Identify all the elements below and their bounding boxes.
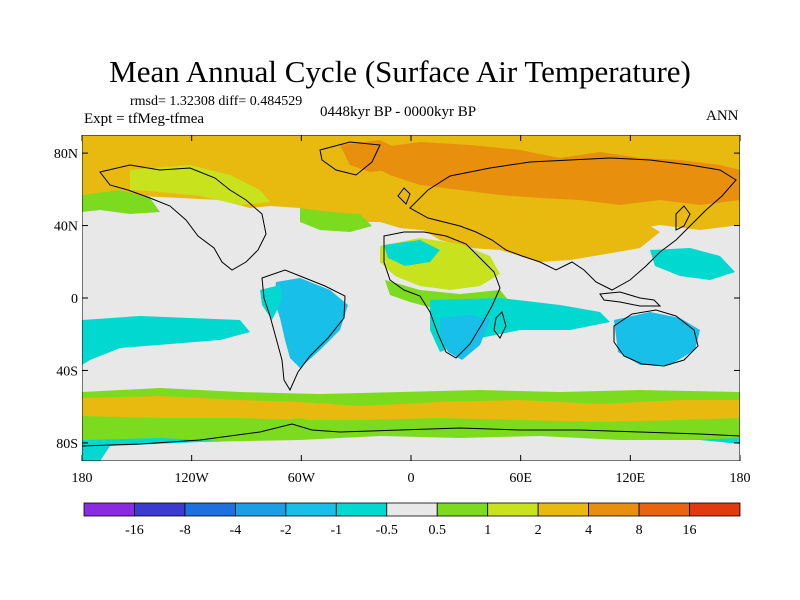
colorbar-swatch (83, 502, 135, 517)
colorbar-swatch (487, 502, 539, 517)
warm-region-eurasia (420, 200, 660, 262)
rmsd-label: rmsd= (130, 94, 166, 109)
colorbar-label: -1 (330, 523, 342, 538)
colorbar-label: 2 (535, 523, 542, 538)
colorbar-label: -4 (230, 523, 242, 538)
colorbar-label: 8 (636, 523, 643, 538)
lon-tick-label: 120W (175, 471, 210, 486)
warm-region-north-pacific (82, 190, 160, 214)
warm-region-north-atlantic (300, 208, 372, 232)
colorbar: -16 -8 -4 -2 -1 -0.5 0.5 1 2 4 8 16 (83, 502, 741, 538)
warm-region-antarctic-peninsula (270, 418, 330, 436)
warm-region-siberia (360, 142, 740, 205)
coastline-australia (613, 309, 699, 367)
colorbar-label: 4 (585, 523, 592, 538)
diff-value: 0.484529 (249, 94, 303, 109)
cool-region-australia (614, 312, 700, 365)
coastlines (82, 141, 740, 447)
coastline-north-america (99, 164, 267, 271)
coastline-madagascar (493, 311, 507, 339)
coastline-greenland (319, 141, 381, 176)
diff-label: diff= (218, 94, 247, 109)
experiment-label: Expt = tfMeg-tfmea (84, 111, 205, 127)
colorbar-swatch (234, 502, 287, 517)
colorbar-label: -2 (280, 523, 292, 538)
season-label: ANN (706, 108, 739, 124)
cool-region-south-atlantic (260, 285, 282, 320)
colorbar-swatch (386, 502, 438, 517)
cool-region-south-america (274, 278, 348, 368)
colorbar-swatch (436, 502, 489, 517)
coastline-indonesia (599, 291, 662, 307)
lat-tick-label: 80S (56, 437, 78, 452)
colorbar-swatch (638, 502, 690, 517)
colorbar-swatch (285, 502, 337, 517)
lat-tick-label: 0 (71, 292, 78, 307)
colorbar-label: -8 (179, 523, 191, 538)
cool-region-tropical-atlantic (384, 240, 440, 266)
colorbar-swatch (184, 502, 236, 517)
lon-tick-label: 60E (509, 471, 532, 486)
lon-tick-label: 120E (616, 471, 646, 486)
colorbar-label: -0.5 (376, 523, 398, 538)
stats-line: rmsd= 1.32308 diff= 0.484529 (130, 94, 302, 110)
coastline-south-america (261, 269, 346, 392)
map-panel (82, 135, 740, 461)
lat-tick-label: 40S (56, 364, 78, 379)
colorbar-label: 16 (683, 523, 697, 538)
colorbar-swatch (537, 502, 590, 517)
warm-region-southern-ocean-core (82, 396, 740, 422)
neutral-region-antarctica (100, 436, 740, 461)
lon-tick-label: 180 (730, 471, 751, 486)
map-title: Mean Annual Cycle (Surface Air Temperatu… (109, 54, 691, 89)
coastline-japan (675, 205, 691, 231)
colorbar-label: 1 (484, 523, 491, 538)
rmsd-value: 1.32308 (169, 94, 215, 109)
colorbar-swatch (588, 502, 640, 517)
warm-region-greenland (340, 140, 400, 172)
lon-tick-label: 180 (72, 471, 93, 486)
colorbar-swatch (335, 502, 388, 517)
colorbar-label: 0.5 (428, 523, 446, 538)
warm-region-north-america (130, 165, 270, 205)
lat-tick-label: 80N (54, 147, 78, 162)
cool-region-northwest-pacific (650, 248, 735, 280)
period-label: 0448kyr BP - 0000kyr BP (320, 104, 477, 120)
longitude-axis: 180 120W 60W 0 60E 120E 180 (72, 135, 751, 486)
latitude-axis: 80N 40N 0 40S 80S (54, 147, 740, 452)
lon-tick-label: 60W (288, 471, 316, 486)
cool-region-southern-africa (440, 315, 490, 360)
colorbar-swatch (689, 502, 741, 517)
coastline-antarctica (82, 423, 740, 447)
lat-tick-label: 40N (54, 220, 78, 235)
lon-tick-label: 0 (408, 471, 415, 486)
coastline-africa (383, 231, 501, 359)
colorbar-swatch (134, 502, 186, 517)
cool-region-south-pacific (82, 316, 250, 365)
coastline-eurasia (409, 157, 737, 291)
coastline-british-isles (397, 187, 411, 205)
colorbar-label: -16 (125, 523, 144, 538)
